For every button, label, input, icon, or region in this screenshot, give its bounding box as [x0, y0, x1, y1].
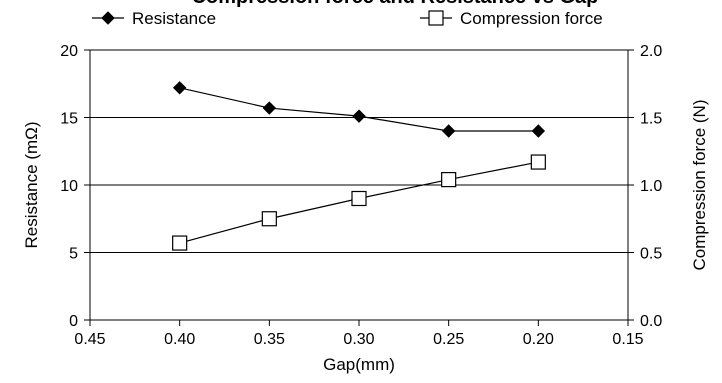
legend: Resistance Compression force [92, 9, 603, 28]
y-axis-left: 0 5 10 15 20 [60, 43, 90, 330]
y-right-tick-label: 1.5 [640, 111, 662, 128]
x-tick-label: 0.40 [164, 331, 195, 348]
legend-item-compression-force: Compression force [420, 9, 603, 28]
resistance-line [179, 87, 539, 132]
y-left-tick-label: 20 [60, 43, 78, 60]
compression-force-point [530, 154, 546, 170]
resistance-point [441, 124, 456, 138]
x-tick-label: 0.30 [343, 331, 374, 348]
legend-item-resistance: Resistance [92, 9, 216, 28]
compression-force-point [441, 172, 457, 188]
x-tick-label: 0.25 [433, 331, 464, 348]
resistance-point [352, 109, 366, 123]
compression-force-point [261, 211, 277, 227]
y-axis-right: 0.0 0.5 1.0 1.5 2.0 [628, 43, 662, 330]
x-tick-label: 0.45 [74, 331, 105, 348]
legend-marker [428, 10, 444, 26]
resistance-point [172, 81, 187, 95]
x-tick-label: 0.35 [254, 331, 285, 348]
resistance-point [262, 101, 277, 115]
compression-force-point [351, 190, 367, 207]
y-axis-left-label: Resistance (mΩ) [22, 121, 41, 248]
y-left-tick-label: 0 [69, 313, 78, 330]
series-resistance [172, 81, 546, 138]
legend-label: Resistance [132, 9, 216, 28]
series-layer [172, 81, 546, 251]
gridlines [90, 117, 628, 253]
x-axis: 0.45 0.40 0.35 0.30 0.25 0.20 0.15 [74, 320, 644, 348]
y-left-tick-label: 10 [60, 178, 78, 195]
y-right-tick-label: 0.0 [640, 313, 662, 330]
x-axis-label: Gap(mm) [323, 355, 395, 374]
x-tick-label: 0.20 [523, 331, 554, 348]
x-tick-label: 0.15 [612, 331, 643, 348]
legend-marker [101, 11, 115, 25]
y-right-tick-label: 0.5 [640, 246, 662, 263]
y-right-tick-label: 1.0 [640, 178, 662, 195]
y-axis-right-label: Compression force (N) [690, 100, 709, 271]
y-left-tick-label: 15 [60, 111, 78, 128]
legend-label: Compression force [460, 9, 603, 28]
y-right-tick-label: 2.0 [640, 43, 662, 60]
chart-title: Compression force and Resistance vs Gap [192, 0, 599, 8]
compression-force-point [172, 235, 188, 251]
resistance-point [531, 124, 546, 138]
y-left-tick-label: 5 [69, 246, 78, 263]
series-compression-force [172, 154, 546, 251]
